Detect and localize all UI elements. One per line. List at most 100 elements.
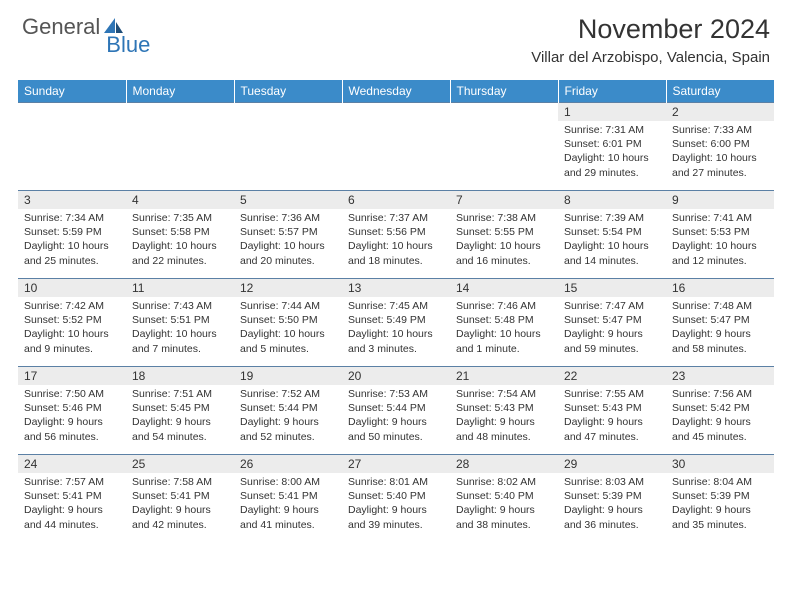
sunrise-text: Sunrise: 7:37 AM	[348, 211, 444, 225]
calendar-day-cell: 23Sunrise: 7:56 AMSunset: 5:42 PMDayligh…	[666, 367, 774, 455]
calendar-day-cell: 18Sunrise: 7:51 AMSunset: 5:45 PMDayligh…	[126, 367, 234, 455]
sunset-text: Sunset: 5:52 PM	[24, 313, 120, 327]
day-number: 29	[558, 455, 666, 473]
sunrise-text: Sunrise: 8:00 AM	[240, 475, 336, 489]
sunrise-text: Sunrise: 7:55 AM	[564, 387, 660, 401]
weekday-header: Monday	[126, 80, 234, 103]
day-number: 21	[450, 367, 558, 385]
daylight-text: Daylight: 10 hours and 25 minutes.	[24, 239, 120, 267]
brand-text-general: General	[22, 14, 100, 40]
sunrise-text: Sunrise: 7:56 AM	[672, 387, 768, 401]
sunset-text: Sunset: 6:00 PM	[672, 137, 768, 151]
daylight-text: Daylight: 9 hours and 59 minutes.	[564, 327, 660, 355]
day-details: Sunrise: 7:57 AMSunset: 5:41 PMDaylight:…	[18, 473, 126, 536]
calendar-day-cell: 13Sunrise: 7:45 AMSunset: 5:49 PMDayligh…	[342, 279, 450, 367]
sunrise-text: Sunrise: 7:34 AM	[24, 211, 120, 225]
sunset-text: Sunset: 5:50 PM	[240, 313, 336, 327]
calendar-day-cell	[450, 103, 558, 191]
daylight-text: Daylight: 9 hours and 39 minutes.	[348, 503, 444, 531]
day-number: 17	[18, 367, 126, 385]
sunset-text: Sunset: 5:41 PM	[240, 489, 336, 503]
sunset-text: Sunset: 5:41 PM	[132, 489, 228, 503]
day-number: 8	[558, 191, 666, 209]
calendar-day-cell: 9Sunrise: 7:41 AMSunset: 5:53 PMDaylight…	[666, 191, 774, 279]
daylight-text: Daylight: 9 hours and 44 minutes.	[24, 503, 120, 531]
calendar-day-cell: 28Sunrise: 8:02 AMSunset: 5:40 PMDayligh…	[450, 455, 558, 543]
daylight-text: Daylight: 9 hours and 52 minutes.	[240, 415, 336, 443]
daylight-text: Daylight: 10 hours and 16 minutes.	[456, 239, 552, 267]
calendar-day-cell: 17Sunrise: 7:50 AMSunset: 5:46 PMDayligh…	[18, 367, 126, 455]
calendar-day-cell	[234, 103, 342, 191]
day-number: 19	[234, 367, 342, 385]
day-details: Sunrise: 7:36 AMSunset: 5:57 PMDaylight:…	[234, 209, 342, 272]
sunrise-text: Sunrise: 7:31 AM	[564, 123, 660, 137]
sunset-text: Sunset: 5:47 PM	[672, 313, 768, 327]
day-details: Sunrise: 7:58 AMSunset: 5:41 PMDaylight:…	[126, 473, 234, 536]
day-number: 13	[342, 279, 450, 297]
day-number: 28	[450, 455, 558, 473]
sunrise-text: Sunrise: 7:39 AM	[564, 211, 660, 225]
daylight-text: Daylight: 9 hours and 47 minutes.	[564, 415, 660, 443]
sunset-text: Sunset: 5:55 PM	[456, 225, 552, 239]
day-number: 22	[558, 367, 666, 385]
day-details: Sunrise: 8:02 AMSunset: 5:40 PMDaylight:…	[450, 473, 558, 536]
day-number	[234, 103, 342, 107]
calendar-day-cell: 2Sunrise: 7:33 AMSunset: 6:00 PMDaylight…	[666, 103, 774, 191]
location-text: Villar del Arzobispo, Valencia, Spain	[531, 49, 770, 66]
calendar-day-cell: 12Sunrise: 7:44 AMSunset: 5:50 PMDayligh…	[234, 279, 342, 367]
day-details: Sunrise: 8:04 AMSunset: 5:39 PMDaylight:…	[666, 473, 774, 536]
day-number: 5	[234, 191, 342, 209]
daylight-text: Daylight: 10 hours and 14 minutes.	[564, 239, 660, 267]
day-number: 30	[666, 455, 774, 473]
day-details: Sunrise: 7:45 AMSunset: 5:49 PMDaylight:…	[342, 297, 450, 360]
day-details: Sunrise: 7:42 AMSunset: 5:52 PMDaylight:…	[18, 297, 126, 360]
sunset-text: Sunset: 5:56 PM	[348, 225, 444, 239]
calendar-day-cell: 6Sunrise: 7:37 AMSunset: 5:56 PMDaylight…	[342, 191, 450, 279]
sunset-text: Sunset: 5:48 PM	[456, 313, 552, 327]
weekday-header: Wednesday	[342, 80, 450, 103]
day-number: 12	[234, 279, 342, 297]
day-details: Sunrise: 7:37 AMSunset: 5:56 PMDaylight:…	[342, 209, 450, 272]
sunrise-text: Sunrise: 7:54 AM	[456, 387, 552, 401]
sunrise-text: Sunrise: 7:46 AM	[456, 299, 552, 313]
sunrise-text: Sunrise: 8:04 AM	[672, 475, 768, 489]
day-details: Sunrise: 7:43 AMSunset: 5:51 PMDaylight:…	[126, 297, 234, 360]
sunrise-text: Sunrise: 7:47 AM	[564, 299, 660, 313]
calendar-head: SundayMondayTuesdayWednesdayThursdayFrid…	[18, 80, 774, 103]
sunset-text: Sunset: 5:44 PM	[240, 401, 336, 415]
day-number: 1	[558, 103, 666, 121]
day-number: 18	[126, 367, 234, 385]
sunrise-text: Sunrise: 7:33 AM	[672, 123, 768, 137]
calendar-day-cell: 3Sunrise: 7:34 AMSunset: 5:59 PMDaylight…	[18, 191, 126, 279]
calendar-day-cell: 1Sunrise: 7:31 AMSunset: 6:01 PMDaylight…	[558, 103, 666, 191]
day-number: 20	[342, 367, 450, 385]
daylight-text: Daylight: 10 hours and 3 minutes.	[348, 327, 444, 355]
daylight-text: Daylight: 10 hours and 1 minute.	[456, 327, 552, 355]
day-number: 14	[450, 279, 558, 297]
day-number	[342, 103, 450, 107]
sunset-text: Sunset: 5:44 PM	[348, 401, 444, 415]
sunset-text: Sunset: 5:39 PM	[564, 489, 660, 503]
sunset-text: Sunset: 5:39 PM	[672, 489, 768, 503]
calendar-day-cell: 30Sunrise: 8:04 AMSunset: 5:39 PMDayligh…	[666, 455, 774, 543]
sunrise-text: Sunrise: 7:42 AM	[24, 299, 120, 313]
sunset-text: Sunset: 5:45 PM	[132, 401, 228, 415]
sunrise-text: Sunrise: 7:44 AM	[240, 299, 336, 313]
sunset-text: Sunset: 5:53 PM	[672, 225, 768, 239]
daylight-text: Daylight: 10 hours and 9 minutes.	[24, 327, 120, 355]
day-details: Sunrise: 7:52 AMSunset: 5:44 PMDaylight:…	[234, 385, 342, 448]
day-number: 3	[18, 191, 126, 209]
day-number: 7	[450, 191, 558, 209]
weekday-header: Tuesday	[234, 80, 342, 103]
sunrise-text: Sunrise: 7:35 AM	[132, 211, 228, 225]
sunrise-text: Sunrise: 7:58 AM	[132, 475, 228, 489]
calendar-day-cell	[126, 103, 234, 191]
calendar-day-cell: 8Sunrise: 7:39 AMSunset: 5:54 PMDaylight…	[558, 191, 666, 279]
calendar-week-row: 10Sunrise: 7:42 AMSunset: 5:52 PMDayligh…	[18, 279, 774, 367]
day-details: Sunrise: 7:54 AMSunset: 5:43 PMDaylight:…	[450, 385, 558, 448]
daylight-text: Daylight: 10 hours and 18 minutes.	[348, 239, 444, 267]
sunrise-text: Sunrise: 8:03 AM	[564, 475, 660, 489]
weekday-header: Friday	[558, 80, 666, 103]
sunrise-text: Sunrise: 7:50 AM	[24, 387, 120, 401]
daylight-text: Daylight: 9 hours and 36 minutes.	[564, 503, 660, 531]
